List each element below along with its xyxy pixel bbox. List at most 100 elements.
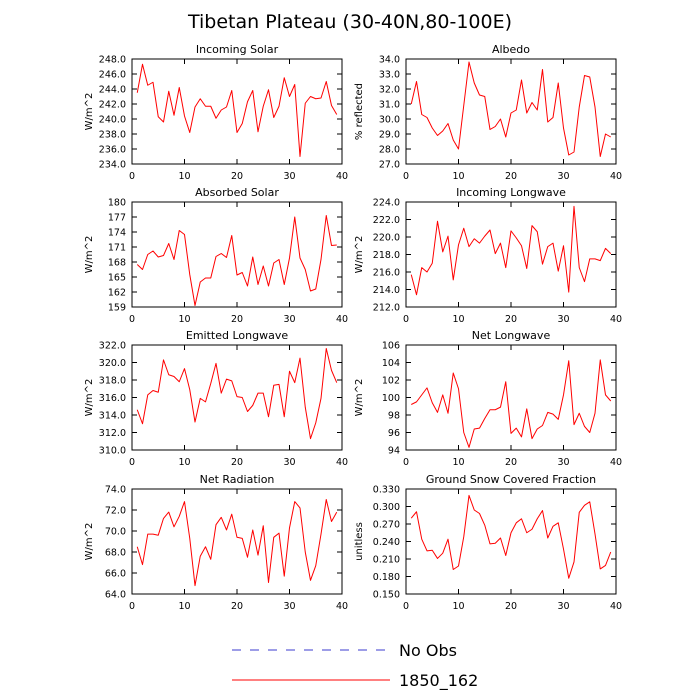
y-tick-label: 177 (108, 213, 126, 224)
y-tick-label: 216.0 (373, 268, 400, 279)
y-tick-label: 242.0 (99, 100, 126, 111)
y-tick-label: 74.0 (105, 485, 126, 496)
y-tick-label: 68.0 (105, 548, 126, 559)
y-tick-label: 165 (108, 273, 126, 284)
y-tick-label: 30.0 (379, 115, 400, 126)
y-tick-label: 318.0 (99, 376, 126, 387)
y-tick-label: 0.180 (373, 572, 400, 583)
x-tick-label: 40 (610, 314, 622, 325)
panel-albedo: Albedo 27.0 28.0 29.0 30.0 31.0 32.0 33.0 34.0 0 1… (354, 43, 622, 182)
panel-emitted-longwave: Emitted Longwave 310.0 312.0 314.0 316.0 318.… (84, 329, 348, 468)
y-tick-label: 96 (388, 428, 400, 439)
x-tick-label: 30 (283, 457, 295, 468)
x-tick-label: 20 (231, 171, 243, 182)
y-axis-label: W/m^2 (84, 379, 95, 417)
y-tick-label: 322.0 (99, 341, 126, 352)
y-tick-label: 218.0 (373, 250, 400, 261)
y-tick-label: 180 (108, 198, 126, 209)
y-tick-label: 0.150 (373, 590, 400, 601)
y-axis-label: W/m^2 (84, 93, 95, 131)
y-tick-label: 222.0 (373, 215, 400, 226)
y-tick-label: 0.330 (373, 485, 400, 496)
figure-title: Tibetan Plateau (30-40N,80-100E) (187, 11, 512, 33)
y-tick-label: 31.0 (379, 100, 400, 111)
y-tick-label: 29.0 (379, 130, 400, 141)
y-tick-label: 100 (382, 393, 400, 404)
y-tick-label: 244.0 (99, 85, 126, 96)
y-axis-label: W/m^2 (84, 523, 95, 561)
x-tick-label: 10 (178, 171, 190, 182)
x-tick-label: 0 (129, 314, 135, 325)
series-line (410, 205, 612, 296)
y-axis-label: W/m^2 (354, 379, 365, 417)
x-tick-label: 30 (283, 601, 295, 612)
x-tick-label: 0 (403, 601, 409, 612)
series-line (410, 61, 611, 157)
x-tick-label: 10 (178, 314, 190, 325)
panel-title: Emitted Longwave (186, 329, 288, 342)
panel-title: Ground Snow Covered Fraction (426, 473, 596, 486)
x-tick-label: 30 (557, 457, 569, 468)
series-line (136, 348, 338, 440)
series-line (411, 359, 612, 448)
panel-title: Absorbed Solar (195, 186, 279, 199)
y-tick-label: 106 (382, 341, 400, 352)
x-tick-label: 0 (403, 314, 409, 325)
x-tick-label: 40 (610, 171, 622, 182)
y-tick-label: 168 (108, 258, 126, 269)
x-tick-label: 10 (178, 601, 190, 612)
panel-incoming-longwave: Incoming Longwave 212.0 214.0 216.0 218.0 220… (354, 186, 622, 325)
y-tick-label: 102 (382, 376, 400, 387)
y-tick-label: 220.0 (373, 233, 400, 244)
y-axis-label: W/m^2 (354, 236, 365, 274)
y-tick-label: 72.0 (105, 506, 126, 517)
x-tick-label: 0 (129, 601, 135, 612)
legend-label-1850-162: 1850_162 (399, 671, 478, 691)
x-tick-label: 40 (336, 314, 348, 325)
plot-frame (405, 58, 617, 165)
series-line (136, 63, 338, 157)
plot-frame (405, 201, 617, 308)
y-tick-label: 171 (108, 243, 126, 254)
y-tick-label: 246.0 (99, 70, 126, 81)
x-tick-label: 40 (336, 171, 348, 182)
y-axis-label: unitless (354, 522, 365, 561)
panel-title: Incoming Solar (196, 43, 279, 56)
x-tick-label: 10 (178, 457, 190, 468)
y-tick-label: 316.0 (99, 393, 126, 404)
panel-incoming-solar: Incoming Solar 234.0 236.0 238.0 240.0 242.0 2… (84, 43, 348, 182)
series-line (410, 494, 612, 579)
y-tick-label: 32.0 (379, 85, 400, 96)
x-tick-label: 20 (505, 601, 517, 612)
x-tick-label: 0 (129, 171, 135, 182)
legend: No Obs 1850_162 (232, 641, 478, 691)
x-tick-label: 40 (336, 601, 348, 612)
x-tick-label: 0 (403, 457, 409, 468)
panel-grid: Incoming Solar 234.0 236.0 238.0 240.0 242.0 2… (84, 43, 622, 612)
panel-absorbed-solar: Absorbed Solar 159 162 165 168 171 174 177 180 0 1… (84, 186, 348, 325)
panel-title: Incoming Longwave (456, 186, 566, 199)
y-tick-label: 159 (108, 303, 126, 314)
y-tick-label: 34.0 (379, 55, 400, 66)
x-tick-label: 30 (283, 171, 295, 182)
y-tick-label: 98 (388, 411, 400, 422)
x-tick-label: 10 (452, 457, 464, 468)
y-tick-label: 33.0 (379, 70, 400, 81)
y-tick-label: 28.0 (379, 145, 400, 156)
y-tick-label: 236.0 (99, 145, 126, 156)
x-tick-label: 40 (610, 457, 622, 468)
x-tick-label: 10 (452, 171, 464, 182)
y-tick-label: 94 (388, 446, 400, 457)
y-tick-label: 214.0 (373, 285, 400, 296)
y-tick-label: 162 (108, 288, 126, 299)
plot-frame (405, 344, 617, 451)
y-tick-label: 27.0 (379, 160, 400, 171)
y-axis-label: % reflected (354, 83, 365, 140)
y-tick-label: 320.0 (99, 358, 126, 369)
panel-title: Net Longwave (472, 329, 551, 342)
y-tick-label: 224.0 (373, 198, 400, 209)
y-tick-label: 238.0 (99, 130, 126, 141)
x-tick-label: 20 (505, 171, 517, 182)
x-tick-label: 20 (231, 601, 243, 612)
